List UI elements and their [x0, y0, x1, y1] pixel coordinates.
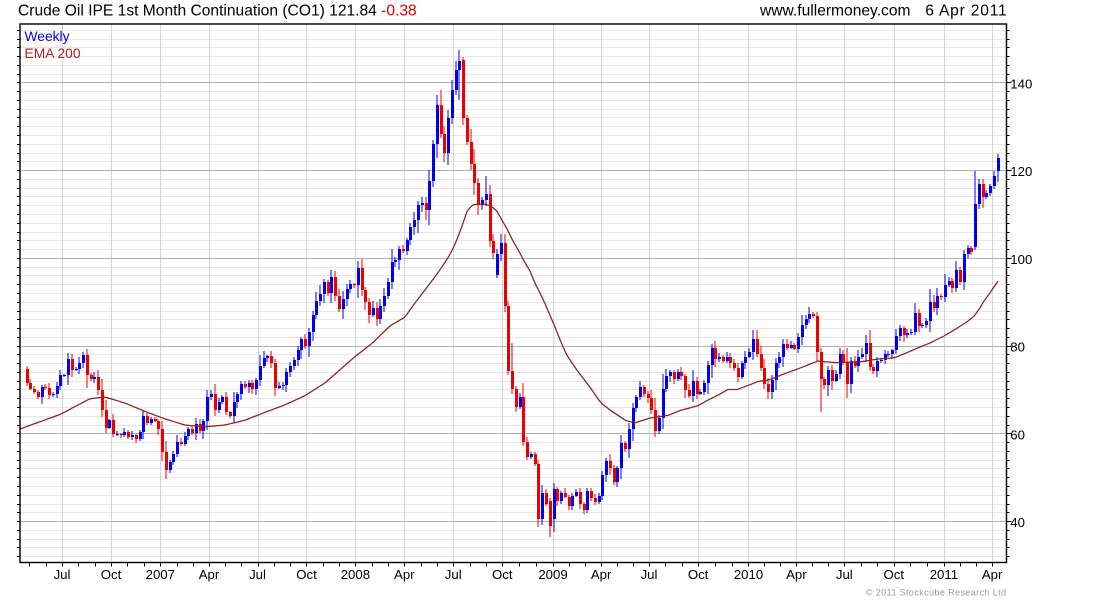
svg-text:Apr: Apr	[591, 567, 612, 582]
svg-text:2010: 2010	[734, 567, 763, 582]
svg-text:Jul: Jul	[836, 567, 853, 582]
svg-text:Oct: Oct	[296, 567, 317, 582]
svg-text:Jul: Jul	[641, 567, 658, 582]
svg-text:Apr: Apr	[394, 567, 415, 582]
svg-text:100: 100	[1010, 252, 1032, 267]
svg-text:Oct: Oct	[688, 567, 709, 582]
svg-text:EMA 200: EMA 200	[25, 46, 81, 61]
svg-text:Apr: Apr	[982, 567, 1003, 582]
svg-text:2008: 2008	[341, 567, 370, 582]
svg-text:80: 80	[1010, 340, 1025, 355]
svg-text:Oct: Oct	[492, 567, 513, 582]
svg-text:2009: 2009	[538, 567, 567, 582]
svg-text:Crude Oil IPE 1st Month Contin: Crude Oil IPE 1st Month Continuation (CO…	[18, 3, 417, 20]
svg-text:Oct: Oct	[101, 567, 122, 582]
svg-text:Apr: Apr	[786, 567, 807, 582]
svg-text:6 Apr 2011: 6 Apr 2011	[925, 3, 1007, 20]
svg-text:Jul: Jul	[445, 567, 462, 582]
svg-text:Weekly: Weekly	[25, 29, 70, 44]
svg-text:Jul: Jul	[249, 567, 266, 582]
svg-text:40: 40	[1010, 515, 1025, 530]
svg-text:120: 120	[1010, 164, 1032, 179]
svg-text:60: 60	[1010, 427, 1025, 442]
svg-text:140: 140	[1010, 76, 1032, 91]
svg-text:2007: 2007	[146, 567, 175, 582]
svg-text:Oct: Oct	[884, 567, 905, 582]
svg-text:Jul: Jul	[54, 567, 71, 582]
svg-text:© 2011 Stockcube Research Ltd: © 2011 Stockcube Research Ltd	[866, 588, 1007, 598]
svg-text:www.fullermoney.com: www.fullermoney.com	[759, 3, 911, 20]
svg-text:Apr: Apr	[199, 567, 220, 582]
svg-text:2011: 2011	[930, 567, 958, 582]
